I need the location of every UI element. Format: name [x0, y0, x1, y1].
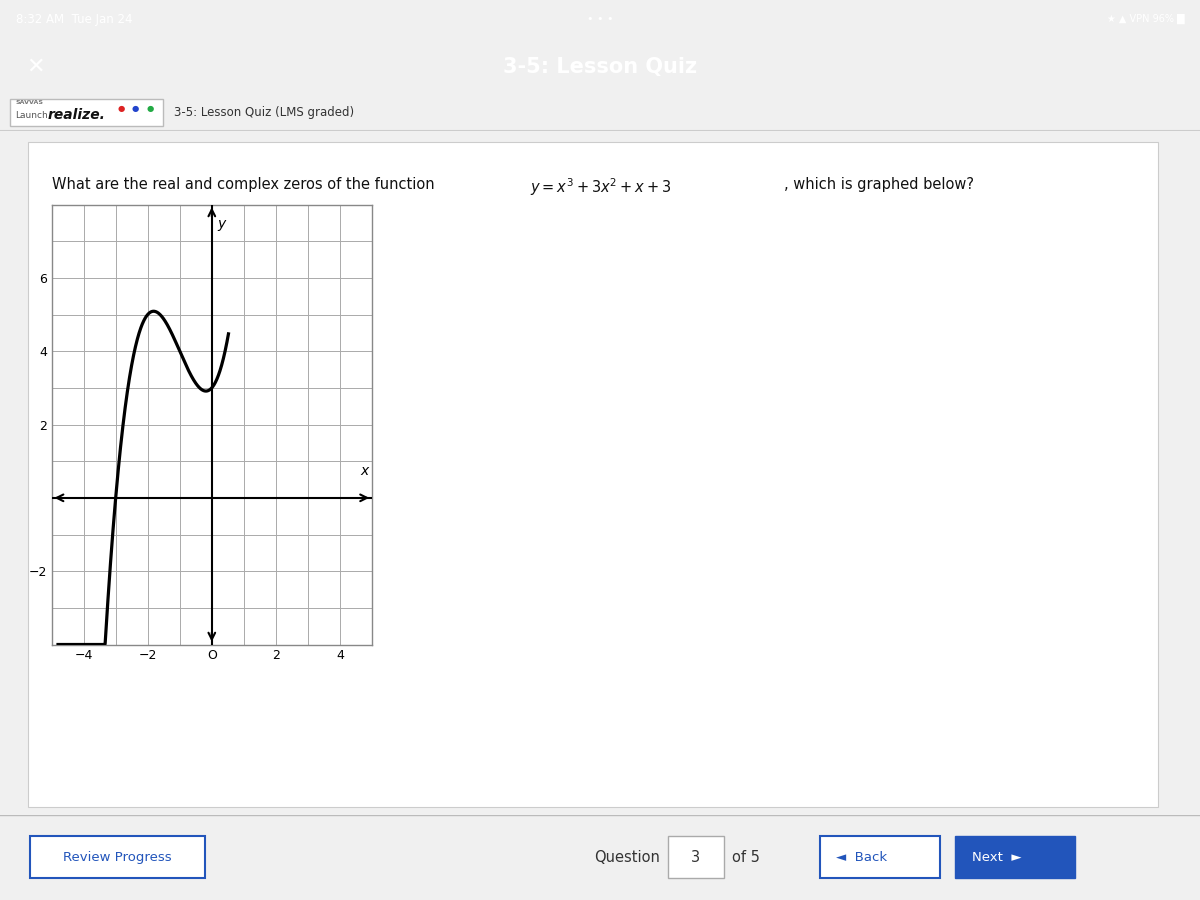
Text: Launch: Launch [16, 111, 48, 120]
Text: 3-5: Lesson Quiz: 3-5: Lesson Quiz [503, 57, 697, 76]
Circle shape [65, 314, 85, 335]
Text: realize.: realize. [48, 108, 106, 122]
Text: D.  −3, −2, and 3: D. −3, −2, and 3 [106, 527, 239, 542]
Text: Review Progress: Review Progress [62, 850, 172, 864]
Text: 3-5: Lesson Quiz (LMS graded): 3-5: Lesson Quiz (LMS graded) [174, 106, 354, 119]
Text: ✕: ✕ [26, 57, 46, 76]
Text: i: i [180, 387, 185, 402]
Text: A.  −3, −1, and 1: A. −3, −1, and 1 [106, 317, 238, 332]
Text: , which is graphed below?: , which is graphed below? [784, 176, 974, 192]
Text: $y = x^3 + 3x^2 + x + 3$: $y = x^3 + 3x^2 + x + 3$ [530, 176, 672, 198]
Text: , and: , and [188, 387, 232, 402]
Text: x: x [361, 464, 370, 478]
Text: y: y [217, 217, 226, 231]
Text: ◄  Back: ◄ Back [836, 850, 887, 864]
Bar [668, 836, 724, 878]
Text: Question: Question [594, 850, 660, 865]
Text: –i: –i [240, 387, 252, 402]
Text: i: i [154, 457, 157, 472]
Text: B.  −3,: B. −3, [106, 387, 162, 402]
Bar [955, 836, 1075, 878]
Text: SAVVAS: SAVVAS [16, 100, 43, 105]
Text: ●: ● [132, 104, 139, 112]
Circle shape [65, 454, 85, 474]
Text: ●: ● [146, 104, 154, 112]
Text: ★ ▲ VPN 96% █: ★ ▲ VPN 96% █ [1106, 14, 1184, 24]
Text: of 5: of 5 [732, 850, 760, 865]
Text: ●: ● [118, 104, 125, 112]
Text: C.  3,: C. 3, [106, 457, 150, 472]
Text: What are the real and complex zeros of the function: What are the real and complex zeros of t… [52, 176, 439, 192]
Circle shape [65, 525, 85, 544]
Circle shape [65, 384, 85, 404]
Bar [30, 836, 205, 878]
Text: • • •: • • • [587, 14, 613, 24]
Text: –i: –i [214, 457, 226, 472]
Text: 8:32 AM  Tue Jan 24: 8:32 AM Tue Jan 24 [16, 13, 132, 26]
Text: , and: , and [162, 457, 205, 472]
Bar [10, 99, 163, 126]
Text: Next  ►: Next ► [972, 850, 1021, 864]
Bar [820, 836, 940, 878]
Text: 3: 3 [691, 850, 701, 865]
